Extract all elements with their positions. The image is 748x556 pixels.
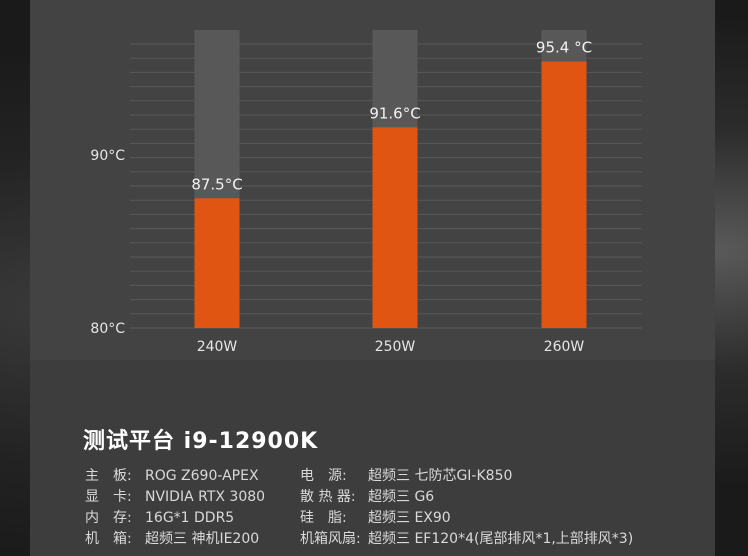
spec-row-case-fans: 机箱风扇: 超频三 EF120*4(尾部排风*1,上部排风*3): [300, 528, 633, 548]
data-label: 95.4 °C: [536, 39, 592, 57]
spec-row-memory: 内 存: 16G*1 DDR5: [85, 507, 234, 527]
spec-value: ROG Z690-APEX: [145, 468, 259, 484]
spec-value: 16G*1 DDR5: [145, 510, 235, 526]
spec-key: 电 源:: [300, 468, 347, 484]
panel-shade: [30, 360, 715, 556]
y-tick-label: 90°C: [90, 148, 125, 164]
spec-row-thermal-paste: 硅 脂: 超频三 EX90: [300, 507, 451, 527]
spec-key: 显 卡:: [85, 489, 132, 505]
spec-value: 超频三 EF120*4(尾部排风*1,上部排风*3): [368, 531, 634, 547]
data-label: 91.6°C: [369, 104, 420, 122]
spec-value: 超频三 七防芯GI-K850: [368, 468, 513, 484]
spec-key: 机箱风扇:: [300, 531, 361, 547]
spec-value: NVIDIA RTX 3080: [145, 489, 266, 505]
spec-row-gpu: 显 卡: NVIDIA RTX 3080: [85, 486, 265, 506]
spec-row-psu: 电 源: 超频三 七防芯GI-K850: [300, 465, 512, 485]
spec-row-motherboard: 主 板: ROG Z690-APEX: [85, 465, 259, 485]
spec-key: 主 板:: [85, 468, 132, 484]
x-tick-label: 240W: [197, 339, 238, 355]
data-label: 87.5°C: [191, 175, 242, 193]
spec-key: 内 存:: [85, 510, 132, 526]
spec-key: 硅 脂:: [300, 510, 347, 526]
spec-key: 散 热 器:: [300, 489, 356, 505]
bar: [194, 198, 240, 328]
bar: [372, 127, 418, 328]
x-tick-label: 250W: [375, 339, 416, 355]
spec-value: 超频三 神机IE200: [145, 531, 260, 547]
spec-value: 超频三 G6: [368, 489, 435, 505]
bar: [541, 61, 587, 329]
platform-title: 测试平台 i9-12900K: [83, 429, 319, 454]
y-tick-label: 80°C: [90, 321, 125, 337]
spec-key: 机 箱:: [85, 531, 132, 547]
spec-row-cooler: 散 热 器: 超频三 G6: [300, 486, 434, 506]
x-tick-label: 260W: [544, 339, 585, 355]
spec-value: 超频三 EX90: [368, 510, 451, 526]
spec-row-case: 机 箱: 超频三 神机IE200: [85, 528, 259, 548]
